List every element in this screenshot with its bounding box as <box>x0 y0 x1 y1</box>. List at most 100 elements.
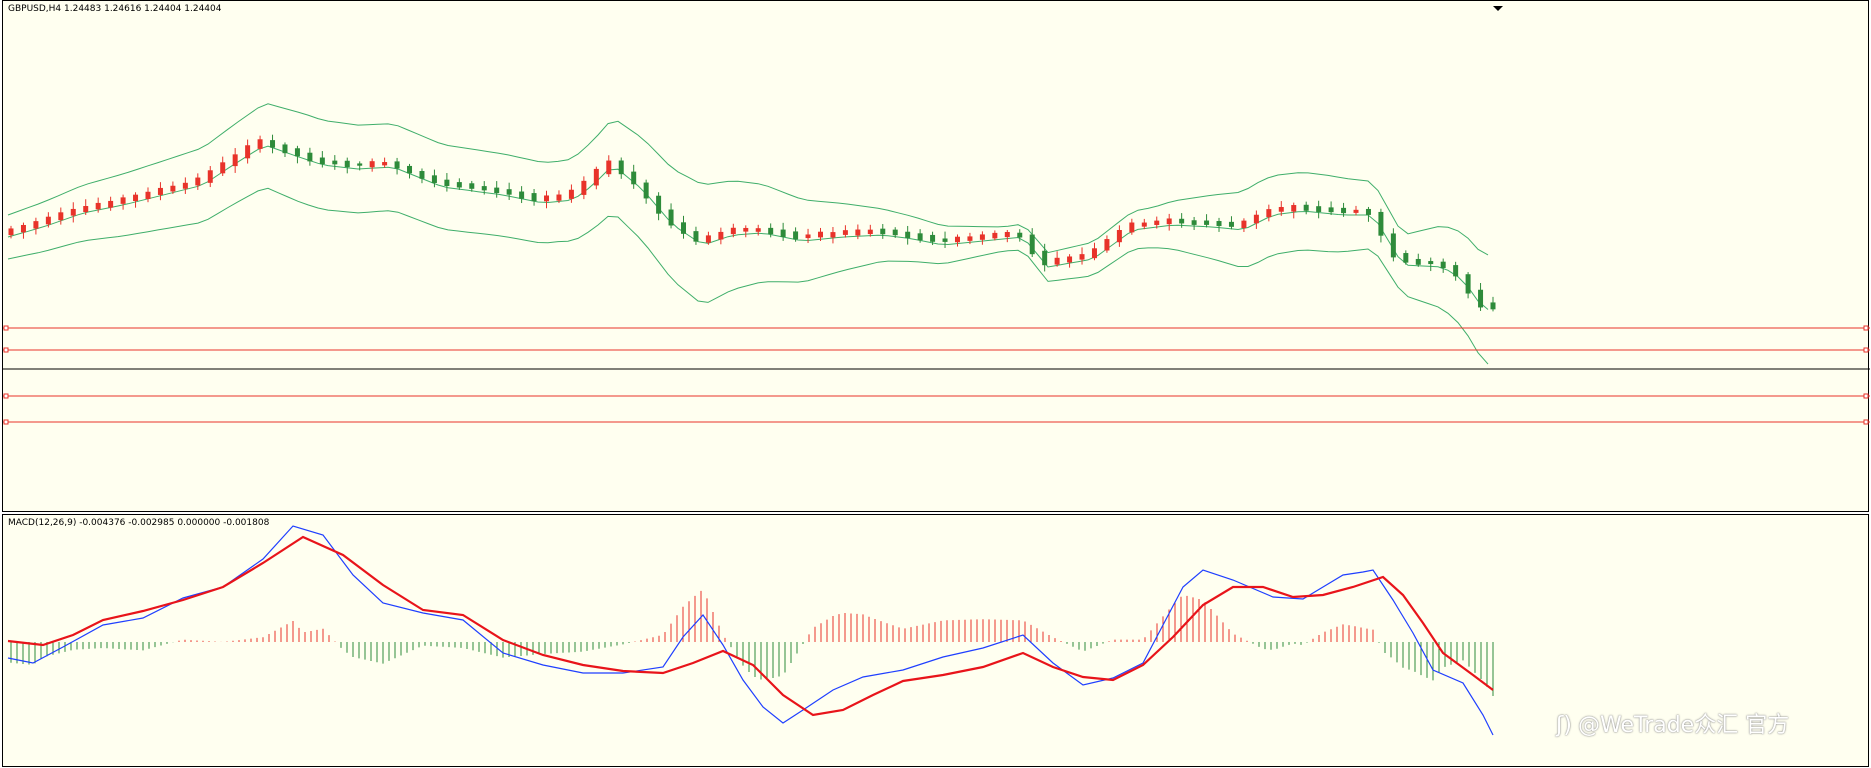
candle-body <box>120 197 126 204</box>
candle-body <box>581 180 587 195</box>
level-2-handle[interactable] <box>3 347 9 353</box>
candle-body <box>842 230 848 235</box>
candle-body <box>1291 205 1297 212</box>
candle-body <box>294 148 300 157</box>
price-chart-pane[interactable]: GBPUSD,H4 1.24483 1.24616 1.24404 1.2440… <box>2 0 1870 513</box>
level-3-handle[interactable] <box>3 393 9 399</box>
candle-body <box>1067 256 1073 263</box>
candle-body <box>730 227 736 235</box>
candle-body <box>693 231 699 242</box>
candles <box>8 134 1496 312</box>
chart-shift-marker-icon[interactable] <box>1493 6 1503 11</box>
level-1-handle[interactable] <box>1863 325 1869 331</box>
candle-body <box>157 187 163 195</box>
candle-body <box>556 194 562 201</box>
candle-body <box>133 194 139 202</box>
weibo-logo-icon: ʃ) <box>1556 713 1572 738</box>
candle-body <box>220 162 226 174</box>
candle-body <box>643 182 649 199</box>
candle-body <box>1104 239 1110 251</box>
candle-body <box>444 179 450 186</box>
candle-body <box>1179 218 1185 224</box>
candle-body <box>1278 206 1284 212</box>
candle-body <box>8 228 14 236</box>
bollinger-upper-band <box>7 103 1489 256</box>
price-header: GBPUSD,H4 1.24483 1.24616 1.24404 1.2440… <box>8 4 222 14</box>
candle-body <box>668 209 674 226</box>
candle-body <box>593 168 599 186</box>
candle-body <box>805 234 811 239</box>
candle-body <box>20 224 26 233</box>
macd-main-line <box>7 525 1494 736</box>
candle-body <box>182 182 188 189</box>
candle-body <box>1216 221 1222 227</box>
candle-body <box>631 171 637 185</box>
candle-body <box>1403 253 1409 263</box>
candle-body <box>979 234 985 240</box>
candle-body <box>394 161 400 169</box>
candle-body <box>1365 208 1371 215</box>
candle-body <box>519 191 525 199</box>
candle-body <box>867 229 873 235</box>
candle-body <box>1191 220 1197 225</box>
macd-signal-line <box>7 535 1494 717</box>
candle-body <box>1241 220 1247 229</box>
candle-body <box>58 212 64 221</box>
candle-body <box>1004 231 1010 238</box>
candle-body <box>780 229 786 238</box>
candle-body <box>1079 254 1085 260</box>
candle-body <box>419 171 425 179</box>
candle-body <box>1017 232 1023 238</box>
candle-body <box>1029 234 1035 255</box>
bollinger-middle-band <box>7 145 1489 310</box>
candle-body <box>1116 230 1122 243</box>
level-4-handle[interactable] <box>3 419 9 425</box>
candle-body <box>830 232 836 238</box>
candle-body <box>431 175 437 183</box>
candle-body <box>357 163 363 166</box>
candle-body <box>245 145 251 159</box>
level-3-handle[interactable] <box>1863 393 1869 399</box>
candle-body <box>33 221 39 229</box>
candle-body <box>855 229 861 236</box>
candle-body <box>954 236 960 243</box>
candle-body <box>95 202 101 210</box>
candle-body <box>1440 261 1446 269</box>
candle-body <box>1390 233 1396 258</box>
candle-body <box>1228 221 1234 227</box>
candlestick-chart[interactable] <box>3 1 1870 513</box>
level-2-handle[interactable] <box>1863 347 1869 353</box>
candle-body <box>1166 218 1172 225</box>
candle-body <box>793 231 799 240</box>
macd-pane[interactable]: MACD(12,26,9) -0.004376 -0.002985 0.0000… <box>2 514 1869 767</box>
level-1-handle[interactable] <box>3 325 9 331</box>
watermark: ʃ) @WeTrade众汇 官方 <box>1556 707 1789 739</box>
candle-body <box>407 165 413 174</box>
candle-body <box>270 140 276 148</box>
candle-body <box>1316 206 1322 212</box>
candle-body <box>606 160 612 175</box>
candle-body <box>1453 265 1459 277</box>
candle-body <box>1141 222 1147 227</box>
candle-body <box>1490 302 1496 310</box>
candle-body <box>967 236 973 241</box>
candle-body <box>469 183 475 189</box>
candle-body <box>1266 209 1272 218</box>
macd-histogram <box>10 590 1494 696</box>
candle-body <box>618 160 624 175</box>
candle-body <box>1428 261 1434 265</box>
candle-body <box>768 227 774 235</box>
candle-body <box>282 144 288 154</box>
candle-body <box>1478 289 1484 308</box>
macd-chart[interactable] <box>3 515 1870 768</box>
candle-body <box>942 238 948 242</box>
macd-header: MACD(12,26,9) -0.004376 -0.002985 0.0000… <box>8 518 270 528</box>
candle-body <box>207 170 213 183</box>
level-4-handle[interactable] <box>1863 419 1869 425</box>
candle-body <box>892 229 898 236</box>
candle-body <box>1378 211 1384 236</box>
candle-body <box>108 200 114 208</box>
watermark-text: @WeTrade众汇 官方 <box>1577 713 1790 738</box>
horizontal-levels <box>3 325 1870 425</box>
candle-body <box>1415 258 1421 265</box>
